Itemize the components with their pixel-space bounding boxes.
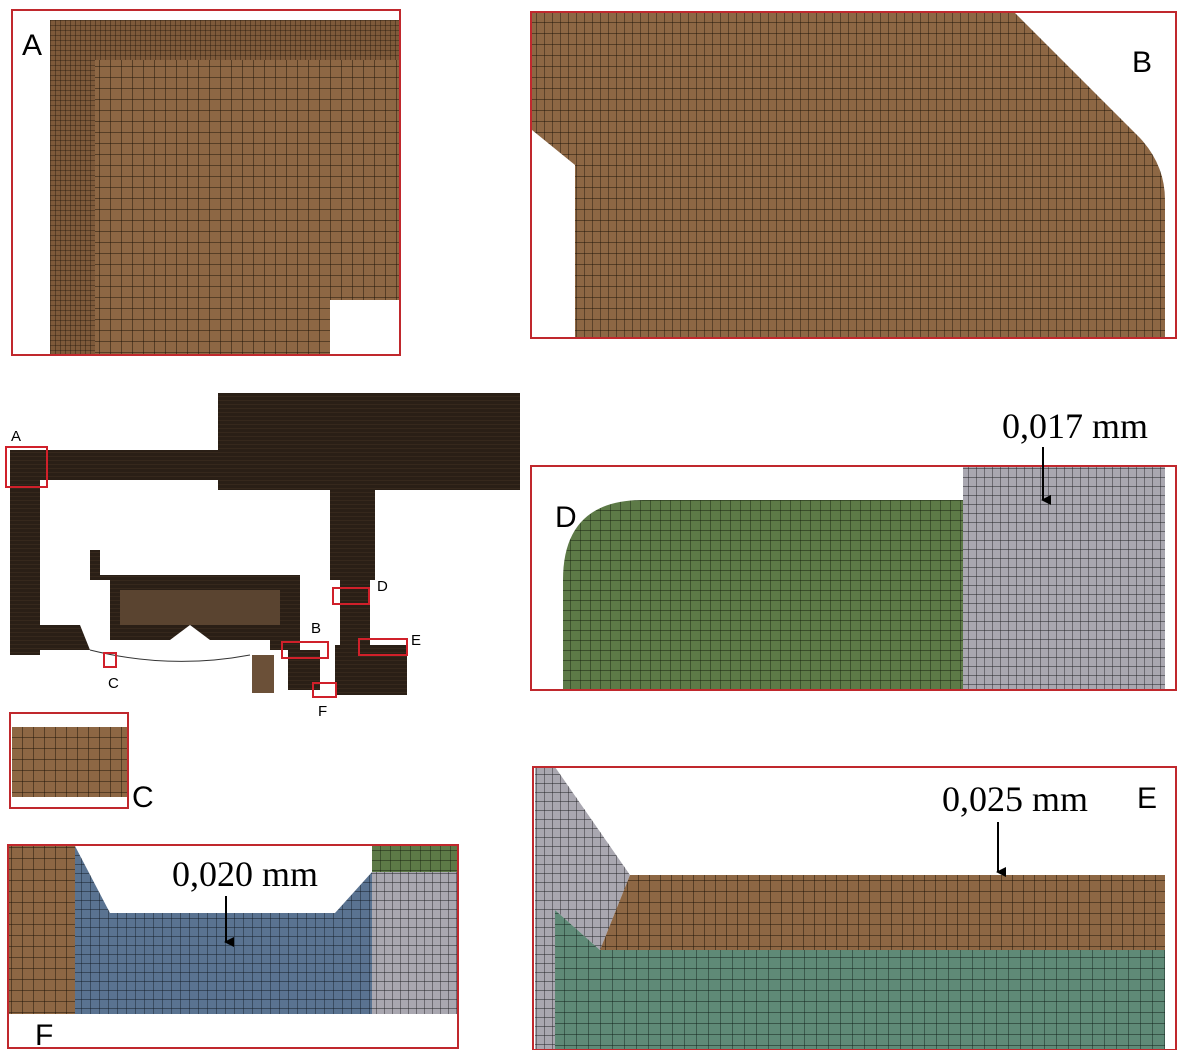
- panel-label: A: [22, 29, 42, 62]
- panel-label: F: [35, 1019, 53, 1050]
- overview-label: B: [311, 620, 321, 637]
- overview-label: F: [318, 703, 327, 720]
- mesh-region: [535, 767, 555, 1050]
- panel-label: B: [1132, 46, 1152, 79]
- overview-part: [10, 450, 40, 655]
- panel-f: 0,020 mm F: [8, 845, 458, 1050]
- mesh-region: [8, 846, 75, 1014]
- panel-b: B: [531, 12, 1176, 338]
- mesh-region: [532, 13, 1165, 338]
- page: Mesh detail figure {"panels": {"A": {"la…: [0, 0, 1178, 1050]
- overview-label: D: [377, 578, 388, 595]
- overview-part: [218, 393, 520, 490]
- overview-label: E: [411, 632, 421, 649]
- overview-part: [10, 450, 220, 480]
- body: A B A B C D E F C: [0, 0, 1178, 1050]
- overview-part: [330, 480, 375, 580]
- overview-part: [120, 590, 280, 625]
- panel-label: C: [132, 781, 154, 814]
- overview-edge: [90, 650, 250, 661]
- overview-label: A: [11, 428, 21, 445]
- figure: A B A B C D E F C: [0, 0, 1178, 1050]
- annotation: 0,020 mm: [172, 854, 318, 894]
- mesh-region: [12, 727, 128, 797]
- panel-a: A: [12, 10, 400, 355]
- panel-label: D: [555, 501, 577, 534]
- overview-label: C: [108, 675, 119, 692]
- mesh-region: [372, 872, 458, 1014]
- overview: A B C D E F: [6, 393, 520, 720]
- mesh-region: [600, 875, 1165, 950]
- mesh-region: [563, 500, 963, 690]
- panel-d: D 0,017 mm: [531, 406, 1176, 690]
- mesh-region: [963, 467, 1165, 690]
- panel-e: 0,025 mm E: [533, 767, 1176, 1050]
- panel-label: E: [1137, 782, 1157, 815]
- annotation: 0,025 mm: [942, 779, 1088, 819]
- void: [330, 300, 400, 355]
- mesh-region: [372, 846, 458, 872]
- annotation: 0,017 mm: [1002, 406, 1148, 446]
- overview-part: [252, 655, 274, 693]
- overview-part: [10, 625, 90, 650]
- overview-part: [335, 645, 407, 695]
- panel-c: C: [10, 713, 154, 814]
